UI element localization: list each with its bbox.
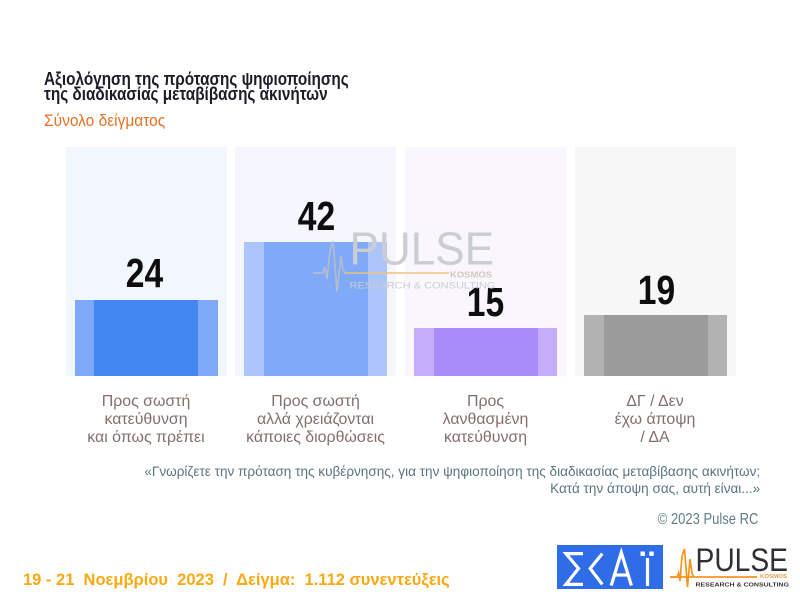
svg-text:PULSE: PULSE: [350, 224, 495, 275]
svg-text:RESEARCH & CONSULTING: RESEARCH & CONSULTING: [350, 281, 496, 292]
svg-text:PULSE: PULSE: [696, 544, 789, 578]
svg-text:RESEARCH & CONSULTING: RESEARCH & CONSULTING: [696, 583, 790, 589]
svg-text:KOSMOS: KOSMOS: [760, 574, 787, 580]
svg-text:KOSMOS: KOSMOS: [450, 270, 492, 280]
